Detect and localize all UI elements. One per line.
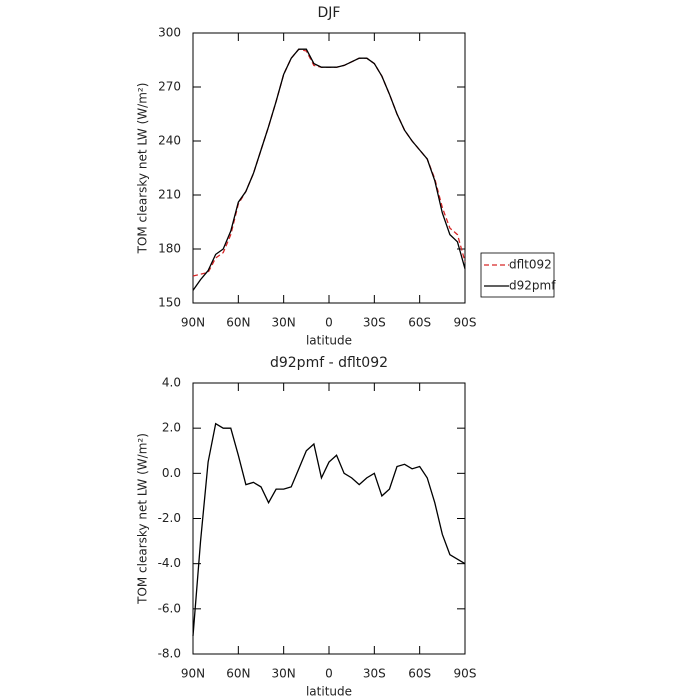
y-tick-label: 150 — [158, 296, 181, 310]
y-tick-label: 240 — [158, 134, 181, 148]
data-line — [192, 48, 466, 277]
y-tick-label: 210 — [158, 188, 181, 202]
x-tick-label: 0 — [325, 667, 333, 681]
y-axis-label: TOM clearsky net LW (W/m²) — [136, 433, 150, 605]
x-tick-label: 90S — [454, 667, 477, 681]
plot-frame — [192, 32, 466, 304]
x-tick-label: 90S — [454, 316, 477, 330]
legend-label: d92pmf — [509, 279, 556, 293]
y-tick-label: -8.0 — [158, 647, 181, 661]
y-axis-label: TOM clearsky net LW (W/m²) — [136, 83, 150, 255]
x-tick-label: 30S — [363, 667, 386, 681]
data-line — [192, 422, 466, 636]
x-tick-label: 30N — [272, 316, 296, 330]
x-tick-label: 30N — [272, 667, 296, 681]
y-tick-label: 180 — [158, 242, 181, 256]
x-axis-label: latitude — [306, 334, 352, 348]
legend-label: dflt092 — [509, 258, 552, 272]
chart-title: d92pmf - dflt092 — [270, 355, 388, 371]
data-line — [192, 48, 466, 291]
y-tick-label: 0.0 — [162, 466, 181, 480]
legend-box — [480, 252, 555, 298]
x-axis-label: latitude — [306, 685, 352, 699]
x-tick-label: 60S — [408, 316, 431, 330]
x-tick-label: 60N — [226, 667, 250, 681]
y-tick-label: -6.0 — [158, 601, 181, 615]
y-tick-label: 270 — [158, 80, 181, 94]
chart-title: DJF — [318, 5, 341, 21]
x-tick-label: 90N — [181, 667, 205, 681]
y-tick-label: -4.0 — [158, 556, 181, 570]
y-tick-label: 300 — [158, 26, 181, 40]
x-tick-label: 60S — [408, 667, 431, 681]
y-tick-label: -2.0 — [158, 511, 181, 525]
x-tick-label: 0 — [325, 316, 333, 330]
y-tick-label: 4.0 — [162, 376, 181, 390]
x-tick-label: 30S — [363, 316, 386, 330]
plot-frame — [192, 382, 466, 655]
y-tick-label: 2.0 — [162, 421, 181, 435]
x-tick-label: 90N — [181, 316, 205, 330]
x-tick-label: 60N — [226, 316, 250, 330]
